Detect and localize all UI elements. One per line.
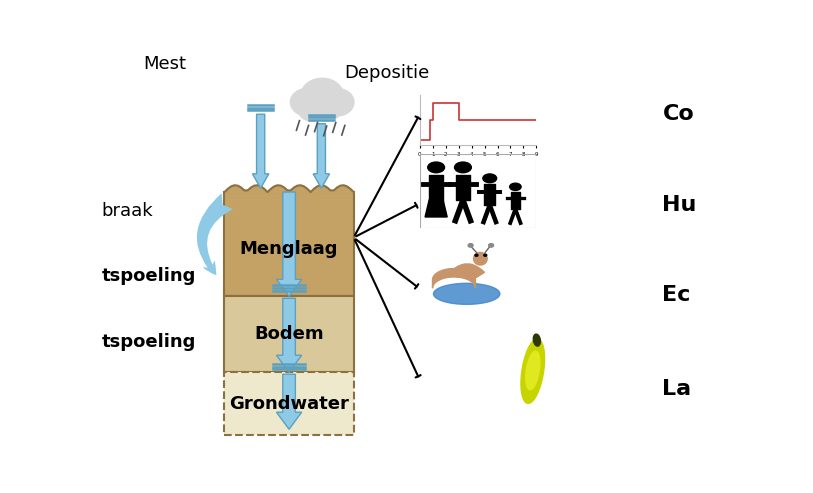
Bar — [224, 192, 354, 296]
Text: Co: Co — [663, 104, 694, 124]
Text: La: La — [663, 380, 692, 399]
Text: Menglaag: Menglaag — [240, 241, 338, 258]
Text: Grondwater: Grondwater — [229, 395, 349, 413]
Text: Bodem: Bodem — [254, 325, 324, 344]
Bar — [224, 372, 354, 435]
Text: Mest: Mest — [143, 55, 186, 73]
Text: Depositie: Depositie — [344, 64, 429, 82]
Bar — [224, 296, 354, 372]
FancyArrow shape — [276, 374, 302, 429]
Text: braak: braak — [102, 202, 153, 220]
FancyArrow shape — [253, 114, 269, 188]
FancyArrowPatch shape — [197, 193, 233, 275]
Text: tspoeling: tspoeling — [102, 333, 196, 351]
Text: tspoeling: tspoeling — [102, 267, 196, 284]
FancyArrow shape — [313, 124, 329, 188]
Text: Ec: Ec — [663, 284, 691, 305]
FancyArrow shape — [276, 192, 302, 296]
Text: Hu: Hu — [663, 195, 697, 215]
FancyArrow shape — [276, 298, 302, 372]
